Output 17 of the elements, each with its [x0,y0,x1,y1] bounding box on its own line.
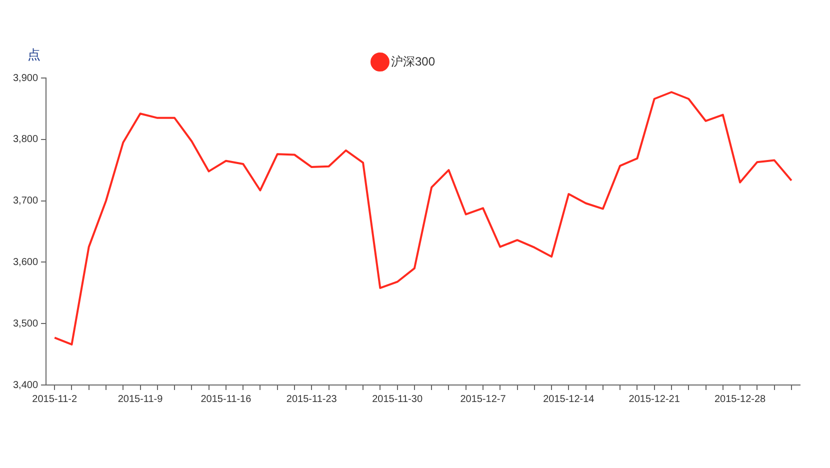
y-tick-label: 3,800 [12,134,38,146]
y-tick-label: 3,900 [12,72,38,84]
x-tick-label: 2015-12-21 [628,394,680,405]
x-tick-label: 2015-11-2 [32,394,78,405]
x-tick-label: 2015-12-14 [543,394,595,405]
legend-label: 沪深300 [390,54,436,68]
y-tick-label: 3,400 [12,380,38,391]
x-tick-label: 2015-11-23 [286,394,338,405]
y-tick-label: 3,500 [12,318,38,330]
y-axis-title: 点 [28,47,41,62]
x-tick-label: 2015-11-30 [372,394,423,405]
x-tick-label: 2015-11-9 [118,394,164,405]
x-tick-label: 2015-12-7 [460,394,506,405]
x-tick-label: 2015-12-28 [714,394,766,405]
x-tick-label: 2015-11-16 [200,394,252,405]
y-tick-label: 3,600 [12,256,38,268]
y-tick-label: 3,700 [12,196,38,207]
